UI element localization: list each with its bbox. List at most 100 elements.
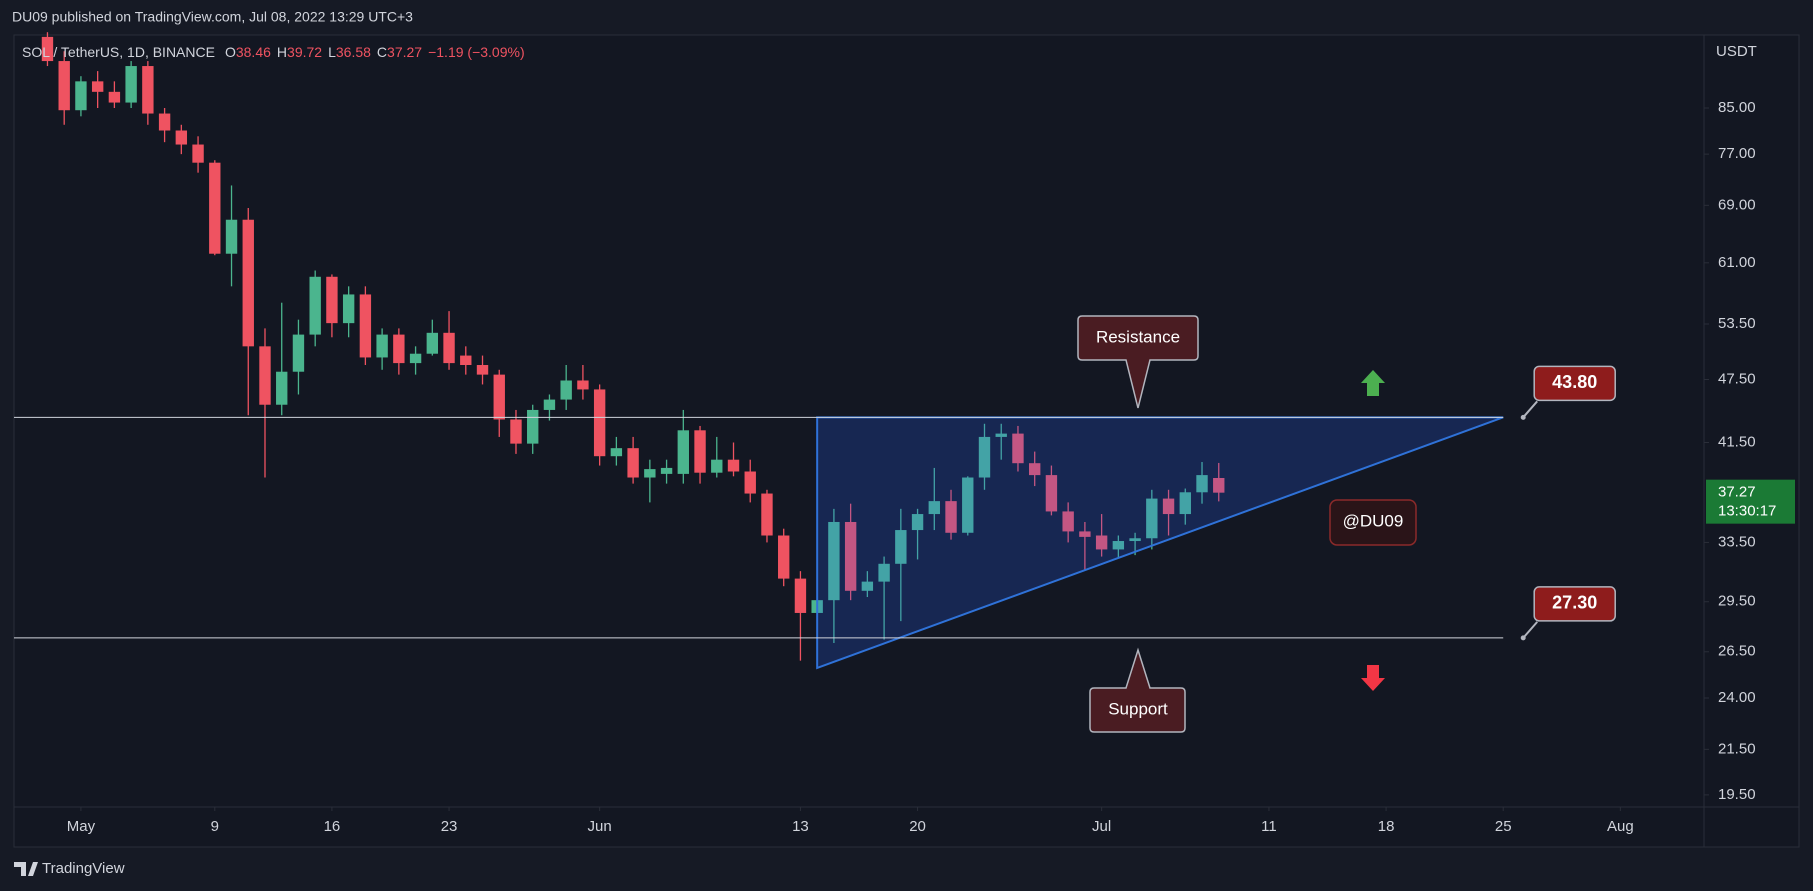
candle-body [242,219,254,347]
ohlc-value: 38.46 [236,44,271,60]
candle-body [41,36,54,62]
candle-body [1213,478,1225,493]
candle-body [644,469,656,478]
x-tick-label: May [67,818,96,835]
candle-body [460,355,472,366]
y-tick-label: 33.50 [1718,533,1756,550]
candle-body [1196,475,1208,493]
y-tick-label: 53.50 [1718,315,1756,332]
candle-body [945,501,957,533]
y-tick-label: 21.50 [1718,740,1756,757]
candle-body [694,430,706,473]
change: −1.19 (−3.09%) [428,44,525,60]
x-tick-label: Aug [1607,818,1634,835]
x-tick-label: 11 [1261,818,1277,835]
candle-body [476,365,489,375]
x-tick-label: Jun [588,818,612,835]
callout-connector [1522,621,1538,639]
candle-body [108,91,121,103]
y-tick-label: 19.50 [1718,786,1756,803]
candle-body [493,374,505,420]
candle-body [794,578,807,613]
footer: TradingView [14,860,125,877]
candle-body [225,219,238,254]
candle-body [761,493,773,536]
support-label: Support [1108,699,1168,718]
candle-body [878,563,890,582]
candle-body [209,162,221,254]
candle-body [744,471,756,494]
level-label: 27.30 [1552,593,1597,613]
candle-body [75,81,87,111]
brand: TradingView [42,860,125,877]
candle-body [58,61,70,111]
y-tick-label: 69.00 [1718,196,1756,213]
candle-body [175,130,188,145]
y-tick-label: 61.00 [1718,254,1756,271]
candle-body [1129,538,1141,542]
last-price-box [1706,479,1795,524]
candle-body [192,144,204,163]
ohlc-label: L [328,44,336,60]
candle-body [142,66,154,114]
candle-body [426,332,439,354]
plot-frame [13,34,1800,848]
support-callout: Support [1089,647,1186,733]
candle-body [727,459,740,472]
candle-body [158,113,171,131]
candle-body [510,419,522,444]
candle-body [543,399,556,410]
candle-body [828,521,840,601]
candle-body [1029,463,1041,476]
candle-body [660,467,673,474]
brand-logo [14,862,38,876]
plot [41,32,1504,670]
candle-body [409,353,422,364]
resistance-label: Resistance [1096,327,1180,346]
symbol: SOL / TetherUS, 1D, BINANCE [22,44,215,60]
candle-body [259,346,271,405]
candle-body [376,334,388,358]
y-tick-label: 29.50 [1718,593,1756,610]
x-tick-label: 9 [211,818,219,835]
candle-body [844,521,857,591]
callout-box [1089,647,1186,733]
countdown: 13:30:17 [1718,503,1776,520]
y-tick-label: 77.00 [1718,145,1756,162]
candle-body [1146,498,1158,539]
candle-body [895,530,907,564]
candle-body [627,448,639,478]
candle-body [861,581,874,591]
ohlc-value: 36.58 [336,44,371,60]
callout-anchor [1520,635,1526,641]
candle-body [577,380,589,390]
candle-body [978,436,991,478]
candle-body [1095,535,1108,550]
x-tick-label: 16 [324,818,341,835]
x-tick-label: 20 [909,818,926,835]
up-arrow [1361,370,1385,396]
callout-anchor [1520,414,1526,420]
x-tick-label: 13 [792,818,809,835]
candle-body [560,380,572,400]
candle-body [778,535,790,579]
candle-body [1062,511,1074,532]
candle-body [1012,433,1024,464]
ohlc-value: 39.72 [287,44,322,60]
candle-body [593,389,606,457]
x-tick-label: 18 [1378,818,1395,835]
publisher: DU09 published on TradingView.com, Jul 0… [12,9,413,25]
price-unit: USDT [1716,43,1757,60]
ohlc-value: 37.27 [387,44,422,60]
last-price-label: 37.27 [1718,484,1756,501]
y-tick-label: 85.00 [1718,99,1756,116]
x-tick-label: 23 [441,818,458,835]
candle-body [1162,498,1175,515]
x-tick-label: 25 [1495,818,1512,835]
y-tick-label: 26.50 [1718,643,1756,660]
ohlc-label: O [225,44,236,60]
y-tick-label: 41.50 [1718,433,1756,450]
x-tick-label: Jul [1092,818,1111,835]
